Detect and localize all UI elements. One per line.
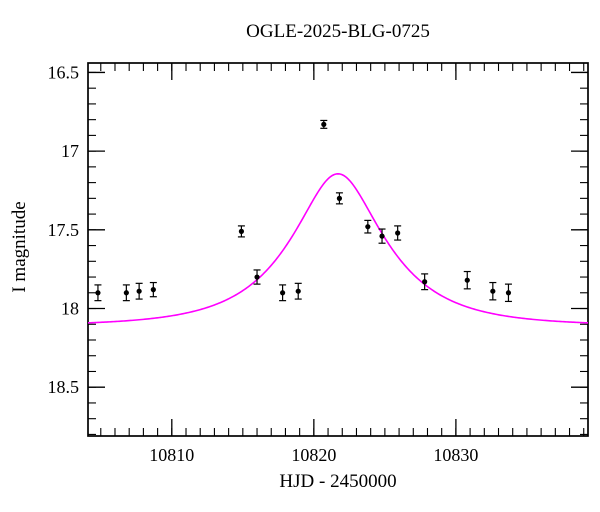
x-tick-label: 10820 — [291, 445, 336, 465]
plot-frame — [87, 62, 589, 437]
data-point — [490, 288, 496, 294]
data-point — [280, 290, 286, 296]
y-tick-label: 18.5 — [48, 377, 80, 397]
data-point — [150, 287, 156, 293]
data-point — [379, 233, 385, 239]
data-point — [505, 290, 512, 296]
model-curve — [87, 172, 589, 324]
data-point — [464, 277, 470, 283]
chart-title: OGLE-2025-BLG-0725 — [246, 21, 430, 42]
x-axis-label: HJD - 2450000 — [279, 471, 397, 492]
y-tick-label: 17.5 — [48, 220, 80, 240]
y-tick-label: 18 — [61, 299, 79, 319]
data-point — [136, 288, 142, 294]
y-tick-label: 17 — [61, 141, 79, 161]
data-point — [321, 121, 327, 127]
data-point — [422, 279, 428, 285]
x-tick-label: 10810 — [149, 445, 194, 465]
data-point — [123, 290, 129, 296]
data-point — [238, 228, 245, 235]
data-point — [254, 274, 260, 280]
data-point — [295, 288, 301, 294]
data-point — [95, 290, 101, 296]
data-point — [395, 230, 401, 236]
y-tick-label: 16.5 — [48, 62, 80, 82]
data-point — [336, 195, 343, 201]
data-point — [365, 224, 371, 230]
x-tick-label: 10830 — [433, 445, 478, 465]
